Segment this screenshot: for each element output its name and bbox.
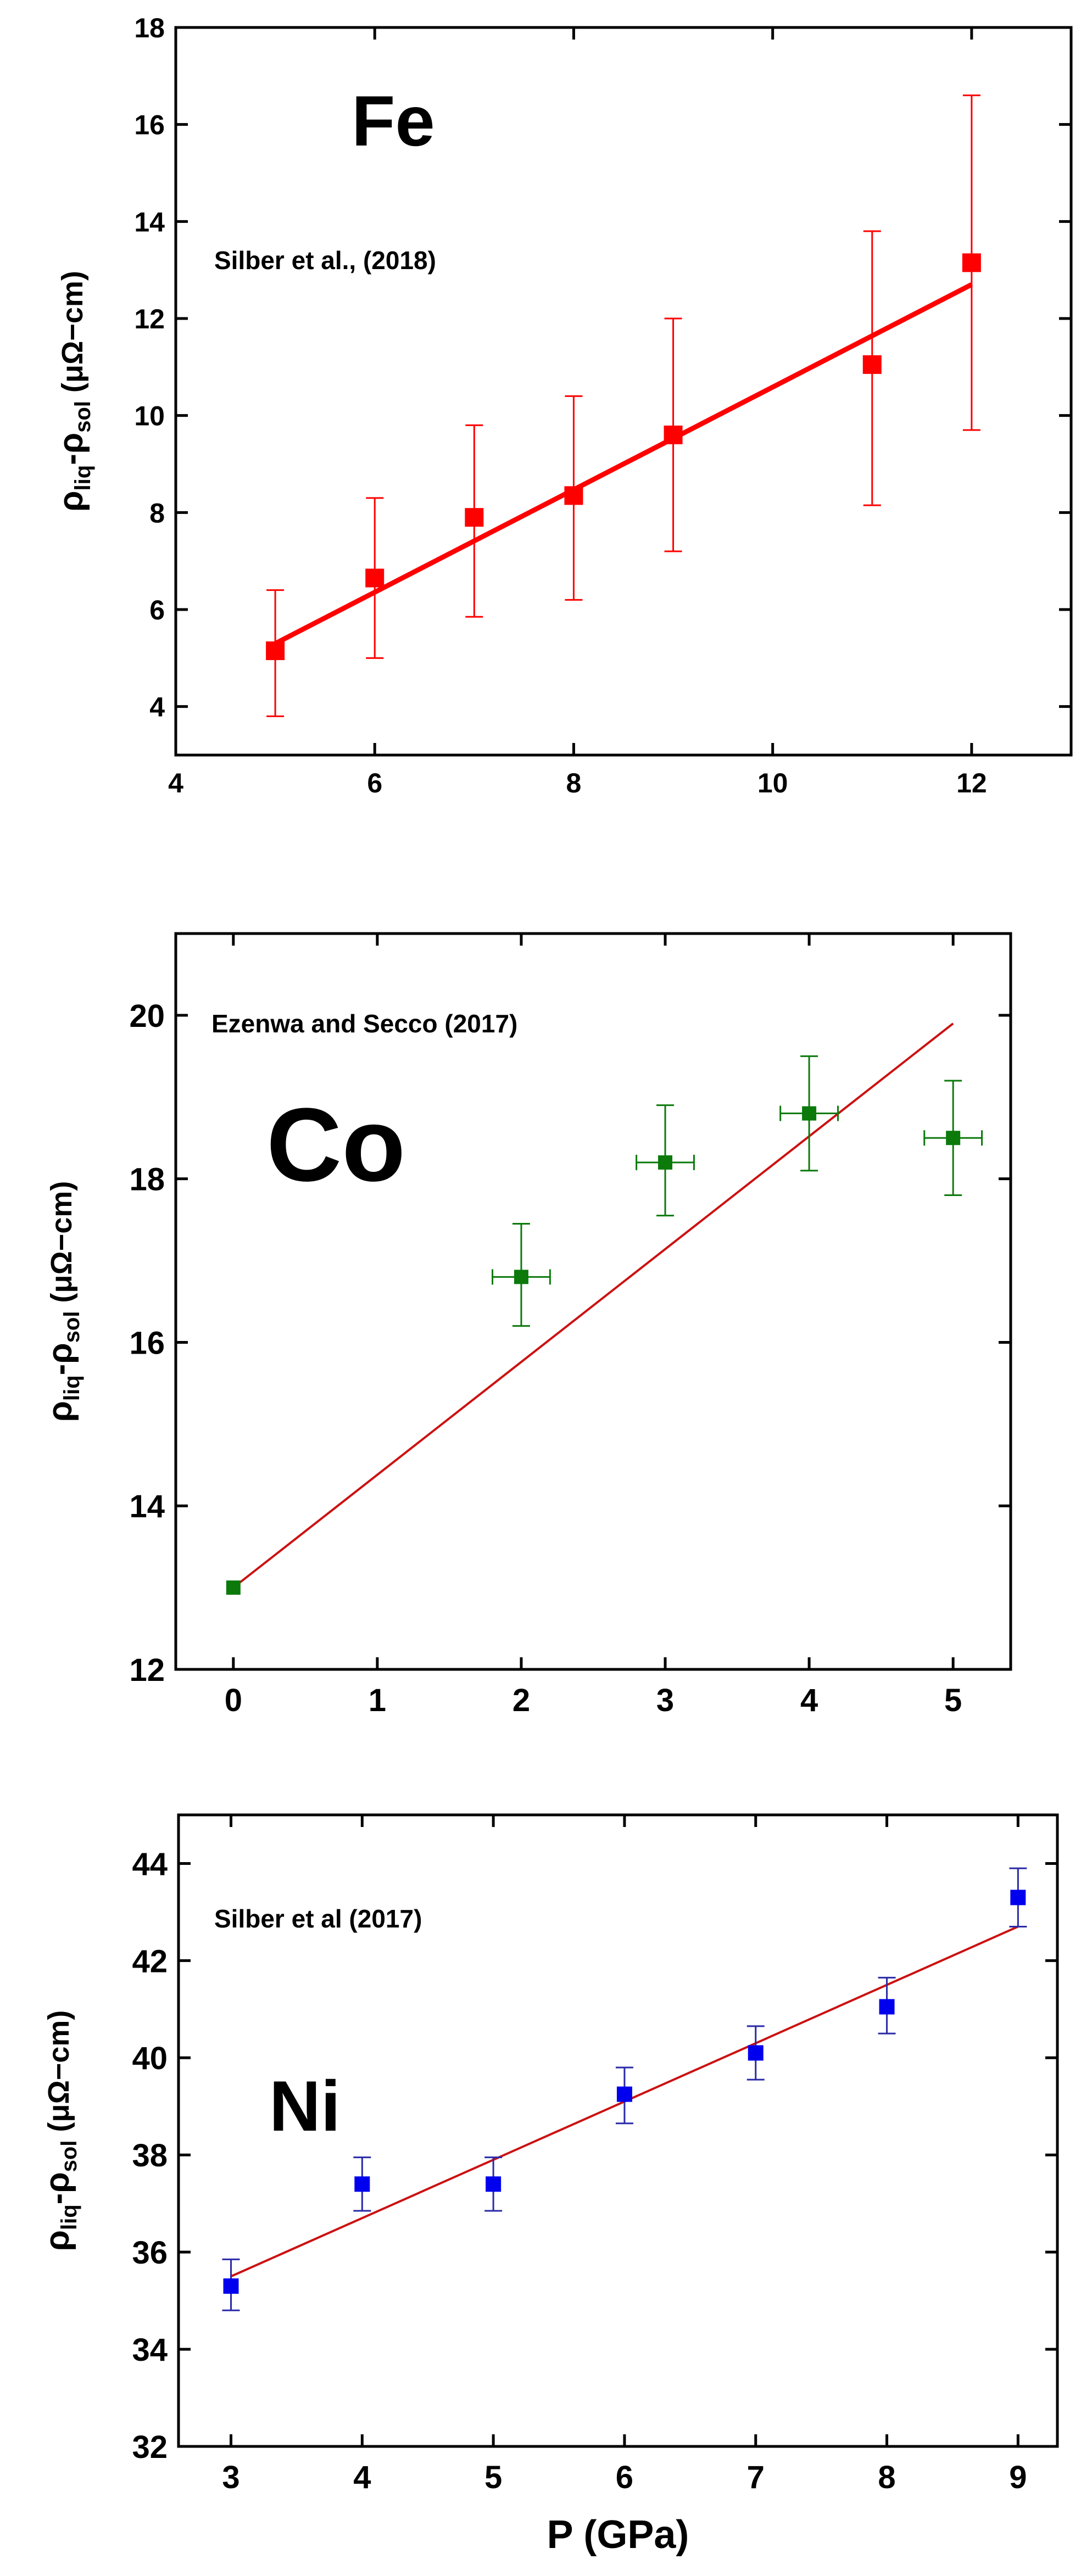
y-tick-label: 40 <box>132 2041 168 2076</box>
data-point <box>354 2176 370 2192</box>
y-axis-label: ρliq-ρsol (μΩ−cm) <box>52 271 95 512</box>
x-tick-label: 0 <box>225 1683 242 1718</box>
plot-frame <box>174 26 1073 757</box>
source-annotation: Silber et al., (2018) <box>214 246 436 275</box>
y-tick-label: 42 <box>132 1943 168 1979</box>
data-point <box>802 1106 817 1121</box>
x-tick-label: 2 <box>512 1683 530 1718</box>
x-tick-label: 4 <box>800 1683 818 1718</box>
data-point <box>879 1999 895 2015</box>
y-axis-label-part: (μΩ−cm) <box>45 1181 78 1311</box>
data-point <box>223 2278 239 2294</box>
y-axis-label-part: sol <box>71 401 95 433</box>
x-tick-label: 5 <box>944 1683 962 1718</box>
data-point <box>226 1580 241 1595</box>
x-tick-label: 10 <box>757 768 788 798</box>
y-axis-label-part: liq <box>71 465 95 491</box>
y-tick-label: 14 <box>134 206 165 237</box>
data-point <box>514 1270 528 1284</box>
y-axis-label-part: ρ <box>38 2230 76 2251</box>
x-tick-label: 7 <box>747 2460 765 2495</box>
y-tick-label: 36 <box>132 2235 168 2271</box>
data-point <box>486 2176 502 2192</box>
data-point <box>365 568 385 588</box>
y-axis-label-part: sol <box>60 1311 84 1343</box>
element-label: Ni <box>269 2066 341 2146</box>
x-tick-label: 4 <box>353 2460 371 2495</box>
y-tick-label: 6 <box>149 595 165 625</box>
y-tick-label: 14 <box>129 1489 165 1524</box>
y-tick-label: 20 <box>129 998 165 1034</box>
x-tick-label: 12 <box>956 768 987 798</box>
x-tick-label: 1 <box>369 1683 386 1718</box>
y-tick-label: 16 <box>134 110 165 141</box>
data-point <box>266 641 285 661</box>
x-tick-label: 6 <box>367 768 382 798</box>
data-point <box>748 2045 764 2061</box>
y-tick-label: 12 <box>129 1652 165 1688</box>
x-tick-label: 3 <box>656 1683 674 1718</box>
data-point <box>564 486 583 505</box>
x-tick-label: 5 <box>484 2460 502 2495</box>
data-point <box>962 253 981 272</box>
y-tick-label: 18 <box>134 13 165 43</box>
y-axis-label: ρliq-ρsol (μΩ−cm) <box>41 1181 84 1422</box>
fit-line <box>232 1022 954 1589</box>
x-tick-label: 8 <box>566 768 582 798</box>
y-axis-label-part: -ρ <box>52 433 90 465</box>
y-tick-label: 12 <box>134 304 165 334</box>
x-axis-label: P (GPa) <box>547 2513 689 2557</box>
y-tick-label: 16 <box>129 1325 165 1361</box>
y-tick-label: 10 <box>134 401 165 432</box>
x-tick-label: 6 <box>616 2460 633 2495</box>
fit-line <box>274 282 973 646</box>
source-annotation: Silber et al (2017) <box>214 1904 422 1933</box>
y-axis-label: ρliq-ρsol (μΩ−cm) <box>38 2010 81 2251</box>
element-label: Co <box>266 1087 405 1203</box>
data-point <box>664 426 683 444</box>
data-point <box>1010 1890 1026 1906</box>
plot-frame <box>174 932 1012 1671</box>
data-point <box>862 355 882 374</box>
y-tick-label: 18 <box>129 1162 165 1198</box>
y-axis-label-part: sol <box>57 2141 81 2172</box>
x-tick-label: 3 <box>222 2460 239 2495</box>
x-tick-label: 8 <box>878 2460 895 2495</box>
y-axis-label-part: liq <box>60 1375 84 1401</box>
y-axis-label-part: -ρ <box>41 1343 79 1375</box>
x-tick-label: 4 <box>168 768 183 798</box>
y-tick-label: 38 <box>132 2138 168 2173</box>
data-point <box>946 1131 961 1145</box>
plot-frame <box>177 1813 1059 2448</box>
y-axis-label-part: (μΩ−cm) <box>42 2010 75 2141</box>
element-label: Fe <box>352 81 435 161</box>
y-axis-label-part: ρ <box>52 491 90 512</box>
y-tick-label: 44 <box>132 1846 168 1882</box>
y-axis-label-part: liq <box>57 2204 81 2230</box>
y-tick-label: 32 <box>132 2429 168 2465</box>
y-tick-label: 34 <box>132 2332 168 2368</box>
y-tick-label: 8 <box>149 498 165 528</box>
data-point <box>465 508 484 527</box>
x-tick-label: 9 <box>1009 2460 1027 2495</box>
y-tick-label: 4 <box>149 692 165 723</box>
panel-fe: 4 6 8 10 12 4 6 8 10 12 14 16 18 ρliq-ρsol (μΩ−cm) Fe S… <box>52 13 1073 798</box>
y-axis-label-part: (μΩ−cm) <box>56 271 89 401</box>
data-point <box>658 1155 673 1170</box>
y-axis-label-part: ρ <box>41 1401 79 1422</box>
data-point <box>616 2086 632 2102</box>
source-annotation: Ezenwa and Secco (2017) <box>211 1009 517 1038</box>
y-axis-label-part: -ρ <box>38 2172 76 2204</box>
